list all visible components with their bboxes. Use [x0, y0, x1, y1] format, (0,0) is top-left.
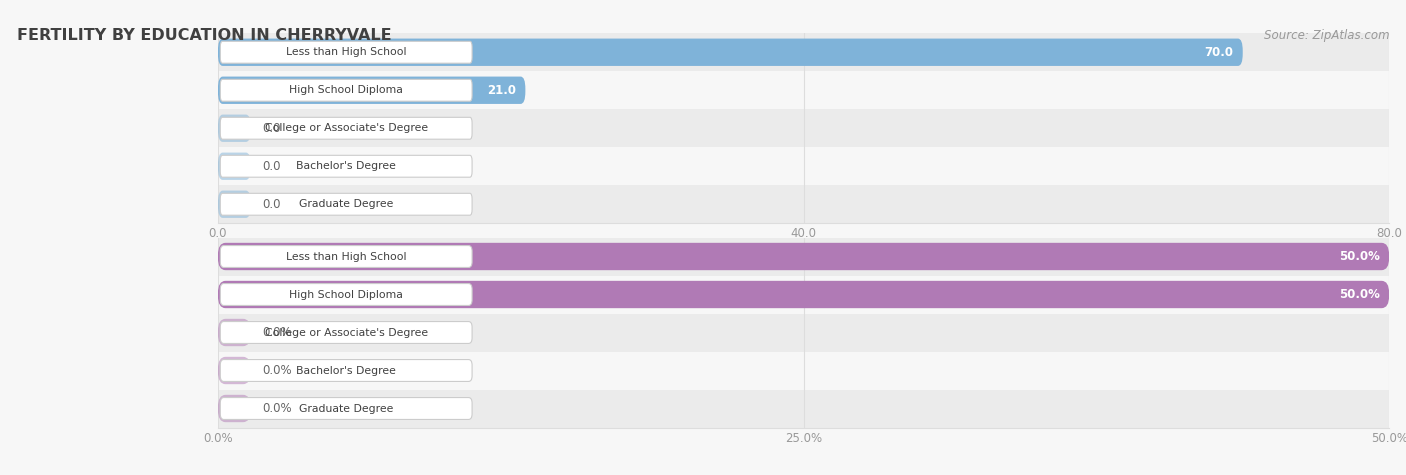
Text: Less than High School: Less than High School — [285, 47, 406, 57]
Text: Less than High School: Less than High School — [285, 251, 406, 262]
FancyBboxPatch shape — [221, 360, 472, 381]
Text: College or Associate's Degree: College or Associate's Degree — [264, 327, 427, 338]
FancyBboxPatch shape — [218, 190, 250, 218]
FancyBboxPatch shape — [221, 398, 472, 419]
Bar — [218, 238, 1389, 276]
FancyBboxPatch shape — [218, 357, 250, 384]
Bar — [218, 109, 1389, 147]
FancyBboxPatch shape — [221, 117, 472, 139]
Text: High School Diploma: High School Diploma — [290, 85, 404, 95]
Text: 50.0%: 50.0% — [1339, 250, 1379, 263]
Text: 0.0%: 0.0% — [263, 402, 292, 415]
Text: 0.0: 0.0 — [263, 160, 281, 173]
Bar — [218, 390, 1389, 428]
FancyBboxPatch shape — [221, 322, 472, 343]
Bar — [218, 147, 1389, 185]
Text: College or Associate's Degree: College or Associate's Degree — [264, 123, 427, 133]
FancyBboxPatch shape — [218, 38, 1243, 66]
Bar — [218, 185, 1389, 223]
FancyBboxPatch shape — [218, 243, 1389, 270]
Bar — [218, 352, 1389, 390]
Text: 0.0%: 0.0% — [263, 326, 292, 339]
FancyBboxPatch shape — [218, 319, 250, 346]
FancyBboxPatch shape — [218, 114, 250, 142]
FancyBboxPatch shape — [218, 152, 250, 180]
Text: 21.0: 21.0 — [486, 84, 516, 97]
FancyBboxPatch shape — [221, 155, 472, 177]
FancyBboxPatch shape — [218, 395, 250, 422]
Bar — [218, 276, 1389, 314]
FancyBboxPatch shape — [221, 79, 472, 101]
Text: 0.0%: 0.0% — [263, 364, 292, 377]
Text: 70.0: 70.0 — [1205, 46, 1233, 59]
FancyBboxPatch shape — [221, 193, 472, 215]
FancyBboxPatch shape — [218, 281, 1389, 308]
FancyBboxPatch shape — [221, 246, 472, 267]
Text: 0.0: 0.0 — [263, 198, 281, 211]
Text: 50.0%: 50.0% — [1339, 288, 1379, 301]
Text: Graduate Degree: Graduate Degree — [299, 199, 394, 209]
Text: Bachelor's Degree: Bachelor's Degree — [297, 365, 396, 376]
Text: 0.0: 0.0 — [263, 122, 281, 135]
Text: Bachelor's Degree: Bachelor's Degree — [297, 161, 396, 171]
FancyBboxPatch shape — [221, 41, 472, 63]
Bar — [218, 314, 1389, 352]
Bar — [218, 33, 1389, 71]
Text: FERTILITY BY EDUCATION IN CHERRYVALE: FERTILITY BY EDUCATION IN CHERRYVALE — [17, 28, 391, 44]
Text: High School Diploma: High School Diploma — [290, 289, 404, 300]
FancyBboxPatch shape — [218, 76, 526, 104]
Text: Source: ZipAtlas.com: Source: ZipAtlas.com — [1264, 28, 1389, 41]
FancyBboxPatch shape — [221, 284, 472, 305]
Bar — [218, 71, 1389, 109]
Text: Graduate Degree: Graduate Degree — [299, 403, 394, 414]
